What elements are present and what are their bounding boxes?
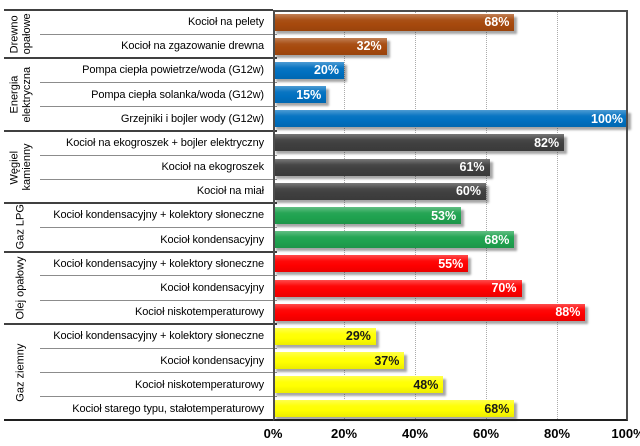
bar-value-label: 20% (313, 63, 339, 78)
group-label: Gaz LPG (14, 204, 27, 251)
bar-value-label: 32% (356, 39, 382, 54)
item-separator (40, 275, 277, 277)
group-label: Drewno opałowe (8, 13, 33, 55)
category-label: Kocioł kondensacyjny + kolektory słonecz… (53, 257, 264, 270)
gridline-60 (486, 10, 487, 421)
bar: 29% (273, 327, 376, 345)
category-label: Kocioł na ekogroszek (161, 161, 264, 174)
bar: 68% (273, 13, 515, 31)
bar: 68% (273, 400, 515, 418)
bar-value-label: 60% (455, 184, 481, 199)
category-label: Grzejniki i bojler wody (G12w) (120, 112, 264, 125)
bar: 53% (273, 207, 462, 224)
bar: 32% (273, 37, 387, 55)
category-label: Pompa ciepła powietrze/woda (G12w) (82, 64, 264, 77)
bar-value-label: 53% (431, 208, 457, 223)
bar: 61% (273, 158, 490, 176)
group-separator (4, 57, 277, 60)
group-separator (4, 250, 277, 253)
bar: 37% (273, 352, 405, 370)
bar: 20% (273, 61, 344, 79)
bar-value-label: 55% (438, 256, 464, 271)
group-label: Energia elektryczna (8, 66, 33, 123)
bar: 55% (273, 255, 469, 273)
bar: 48% (273, 376, 444, 394)
category-label: Kocioł na pelety (187, 16, 264, 29)
bar-value-label: 68% (484, 232, 510, 247)
x-axis-tick-label: 80% (543, 426, 571, 441)
item-separator (40, 299, 277, 301)
category-label: Kocioł na miał (196, 185, 264, 198)
bar: 82% (273, 134, 565, 152)
bar-value-label: 100% (591, 111, 623, 126)
item-separator (40, 82, 277, 84)
category-label: Kocioł kondensacyjny (160, 233, 264, 246)
item-separator (40, 396, 277, 398)
bar-value-label: 88% (555, 305, 581, 320)
x-axis-tick-label: 0% (263, 426, 283, 441)
bar-value-label: 68% (484, 15, 510, 30)
label-table-bottom-border (4, 419, 273, 421)
category-label: Kocioł niskotemperaturowy (135, 378, 264, 391)
bar-value-label: 68% (484, 401, 510, 416)
group-separator (4, 129, 277, 132)
x-axis-tick-label: 20% (330, 426, 358, 441)
item-separator (40, 33, 277, 35)
category-label: Kocioł kondensacyjny (160, 282, 264, 295)
gridline-80 (557, 10, 558, 421)
bar: 68% (273, 231, 515, 249)
group-label: Węgiel kamienny (8, 143, 33, 191)
bar: 88% (273, 303, 586, 321)
group-separator (4, 202, 277, 205)
item-separator (40, 154, 277, 156)
item-separator (40, 372, 277, 374)
x-axis-tick-label: 40% (401, 426, 429, 441)
category-label: Kocioł kondensacyjny (160, 354, 264, 367)
bar-value-label: 15% (296, 87, 322, 102)
bar: 60% (273, 182, 486, 200)
category-label: Kocioł niskotemperaturowy (135, 306, 264, 319)
category-label: Kocioł kondensacyjny + kolektory słonecz… (53, 330, 264, 343)
label-table-top-border (4, 9, 273, 11)
bar: 100% (273, 110, 628, 128)
item-separator (40, 106, 277, 108)
bar-value-label: 48% (413, 377, 439, 392)
bar-value-label: 61% (459, 160, 485, 175)
category-label: Kocioł starego typu, stałotemperaturowy (72, 402, 264, 415)
item-separator (40, 178, 277, 180)
category-label: Kocioł kondensacyjny + kolektory słonecz… (53, 209, 264, 222)
group-label: Gaz ziemny (14, 343, 27, 402)
category-label: Kocioł na zgazowanie drewna (121, 40, 264, 53)
group-separator (4, 323, 277, 326)
category-label: Pompa ciepła solanka/woda (G12w) (91, 88, 264, 101)
bar-value-label: 82% (534, 135, 560, 150)
category-label: Kocioł na ekogroszek + bojler elektryczn… (66, 136, 264, 149)
bar: 70% (273, 279, 522, 297)
item-separator (40, 347, 277, 349)
bar-value-label: 70% (491, 281, 517, 296)
group-label: Olej opałowy (14, 256, 27, 320)
bar-value-label: 29% (345, 329, 371, 344)
item-separator (40, 227, 277, 229)
bar-value-label: 37% (374, 353, 400, 368)
bar: 15% (273, 86, 327, 104)
x-axis-tick-label: 60% (472, 426, 500, 441)
x-axis-tick-label: 100% (611, 426, 640, 441)
